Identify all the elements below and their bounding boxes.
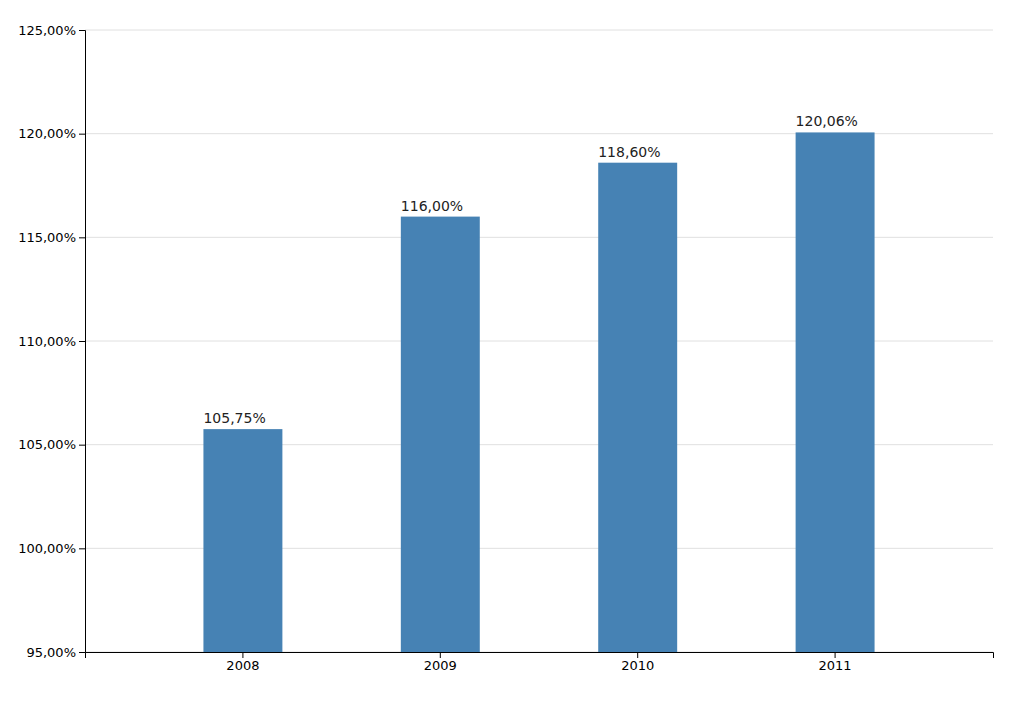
x-tick-label: 2011 [819, 658, 852, 673]
y-tick: 125,00% [18, 23, 85, 38]
y-tick-mark [79, 237, 85, 238]
bar [401, 217, 480, 652]
y-axis: 95,00% 100,00% 105,00% 110,00% 115,00% 120,00… [18, 23, 85, 660]
y-tick-mark [79, 548, 85, 549]
x-tick-mark [440, 652, 441, 658]
y-tick-mark [79, 134, 85, 135]
x-tick: 2009 [424, 652, 457, 673]
y-tick: 115,00% [18, 230, 85, 245]
data-label: 116,00% [401, 198, 463, 214]
y-tick-label: 105,00% [18, 437, 76, 452]
data-label: 118,60% [598, 144, 660, 160]
x-tick-label: 2009 [424, 658, 457, 673]
chart-container: 95,00% 100,00% 105,00% 110,00% 115,00% 120,00… [0, 0, 1023, 702]
y-tick-mark [79, 652, 85, 653]
bars [203, 132, 874, 652]
y-tick: 120,00% [18, 126, 85, 141]
y-tick-label: 95,00% [26, 645, 76, 660]
y-tick: 110,00% [18, 334, 85, 349]
bar [796, 132, 875, 652]
x-tick-label: 2008 [226, 658, 259, 673]
data-label: 120,06% [796, 113, 858, 129]
bar [598, 163, 677, 652]
bar [203, 429, 282, 652]
chart-svg: 95,00% 100,00% 105,00% 110,00% 115,00% 120,00… [0, 0, 1023, 702]
y-tick-label: 110,00% [18, 334, 76, 349]
grid-line [85, 30, 993, 31]
x-axis-line [86, 653, 994, 659]
y-axis-line [79, 31, 86, 653]
x-tick: 2008 [226, 652, 259, 673]
y-tick-mark [79, 30, 85, 31]
y-tick: 100,00% [18, 541, 85, 556]
y-tick-mark [79, 445, 85, 446]
x-tick: 2010 [621, 652, 654, 673]
plot: 95,00% 100,00% 105,00% 110,00% 115,00% 120,00… [18, 23, 993, 674]
x-tick-mark [835, 652, 836, 658]
y-tick-label: 100,00% [18, 541, 76, 556]
x-tick-mark [242, 652, 243, 658]
x-tick: 2011 [819, 652, 852, 673]
y-tick: 95,00% [26, 645, 85, 660]
y-tick: 105,00% [18, 437, 85, 452]
data-labels: 105,75% 116,00% 118,60% 120,06% [203, 113, 857, 426]
x-axis: 2008 2009 2010 2011 [86, 652, 994, 673]
x-tick-mark [637, 652, 638, 658]
y-tick-label: 125,00% [18, 23, 76, 38]
y-tick-label: 120,00% [18, 126, 76, 141]
grid [85, 30, 993, 652]
y-tick-mark [79, 341, 85, 342]
y-tick-label: 115,00% [18, 230, 76, 245]
data-label: 105,75% [203, 410, 265, 426]
x-tick-label: 2010 [621, 658, 654, 673]
